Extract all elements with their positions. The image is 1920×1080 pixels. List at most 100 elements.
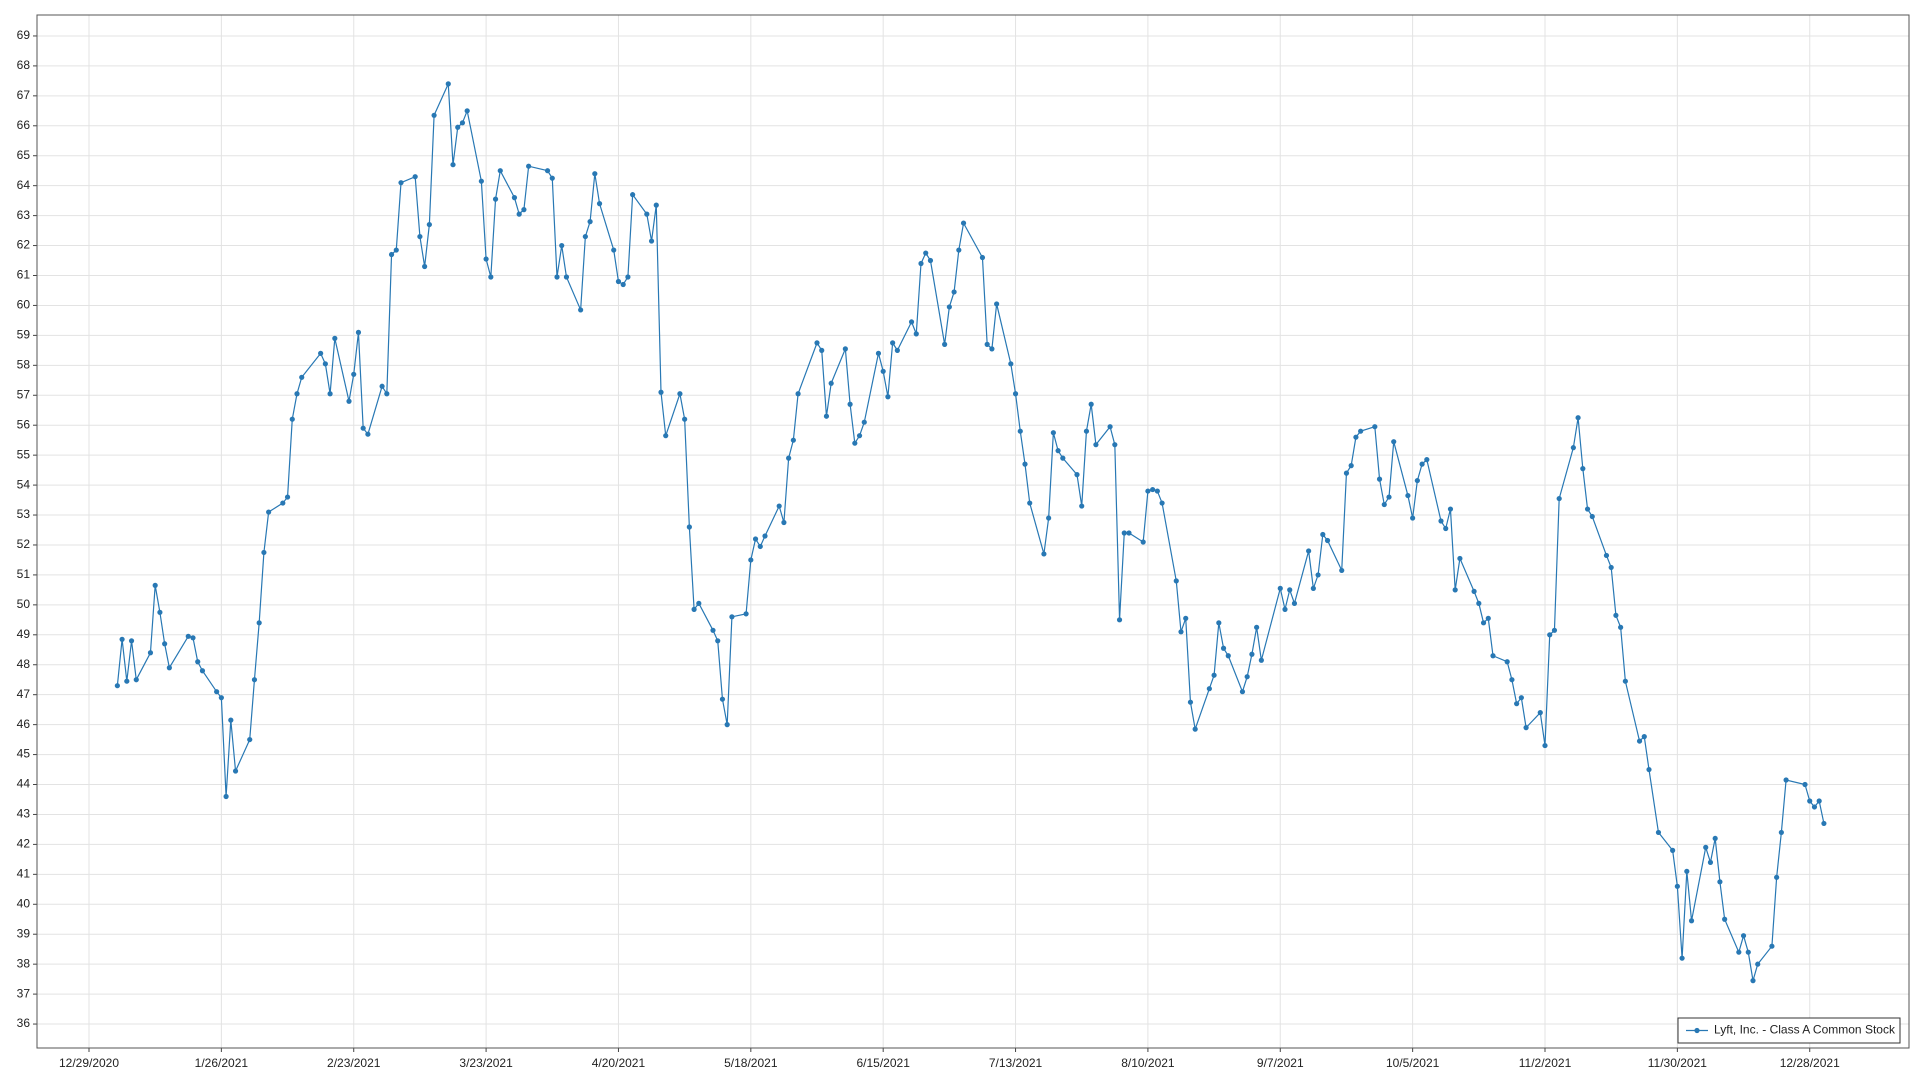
- data-point: [266, 509, 272, 515]
- data-point: [1802, 781, 1808, 788]
- data-point: [133, 677, 139, 683]
- data-point: [885, 394, 891, 400]
- data-point: [422, 263, 428, 270]
- data-point: [119, 636, 125, 642]
- data-point: [1324, 537, 1331, 544]
- data-point: [630, 192, 636, 198]
- data-point: [691, 606, 697, 612]
- data-point: [1126, 530, 1132, 536]
- y-tick-label: 51: [17, 567, 31, 581]
- data-point: [1046, 515, 1052, 521]
- data-point: [232, 768, 239, 774]
- y-tick-label: 38: [17, 956, 31, 970]
- x-tick-label: 10/5/2021: [1386, 1056, 1440, 1070]
- data-point: [1183, 615, 1189, 621]
- data-point: [1655, 829, 1662, 836]
- y-tick-label: 43: [17, 807, 31, 821]
- data-point: [327, 391, 333, 397]
- y-tick-label: 69: [17, 28, 31, 42]
- data-point: [890, 340, 896, 346]
- data-point: [918, 260, 924, 267]
- x-tick-label: 8/10/2021: [1121, 1056, 1175, 1070]
- data-point: [781, 519, 787, 526]
- data-point: [256, 620, 262, 626]
- data-point: [1083, 428, 1090, 434]
- data-point: [431, 112, 437, 118]
- data-point: [1121, 530, 1127, 536]
- data-point: [710, 627, 716, 633]
- y-tick-label: 68: [17, 58, 31, 72]
- data-point: [587, 219, 593, 225]
- data-point: [819, 347, 825, 353]
- data-point: [289, 416, 295, 422]
- data-point: [1646, 766, 1652, 773]
- data-point: [1575, 415, 1581, 421]
- data-point: [1811, 804, 1818, 810]
- data-point: [488, 274, 494, 280]
- data-point: [379, 383, 385, 389]
- data-point: [1443, 525, 1449, 532]
- data-point: [790, 437, 796, 443]
- data-point: [1140, 539, 1146, 545]
- data-point: [984, 341, 990, 347]
- data-point: [582, 233, 588, 240]
- data-point: [1282, 606, 1288, 612]
- data-point: [620, 281, 626, 288]
- data-point: [786, 455, 792, 461]
- data-point: [318, 350, 324, 356]
- data-point: [1622, 678, 1628, 684]
- data-point: [1740, 933, 1747, 939]
- data-point: [128, 638, 135, 644]
- data-point: [157, 609, 163, 615]
- data-point: [757, 543, 763, 550]
- legend-box: [1677, 1017, 1901, 1044]
- data-point: [1608, 564, 1614, 571]
- data-point: [280, 500, 286, 506]
- data-point: [1542, 742, 1548, 749]
- y-tick-label: 65: [17, 148, 31, 162]
- data-point: [979, 254, 986, 261]
- y-tick-label: 60: [17, 298, 31, 312]
- data-point: [1684, 868, 1690, 874]
- data-point: [384, 391, 390, 397]
- y-tick-label: 49: [17, 627, 31, 641]
- data-point: [1816, 798, 1822, 804]
- data-point: [951, 289, 957, 295]
- x-tick-label: 11/30/2021: [1648, 1056, 1707, 1070]
- data-point: [1145, 488, 1151, 494]
- data-point: [1159, 500, 1165, 506]
- data-point: [1206, 686, 1212, 692]
- data-point: [1476, 600, 1482, 606]
- y-tick-label: 61: [17, 268, 31, 282]
- data-point: [199, 668, 206, 674]
- data-point: [166, 665, 172, 671]
- data-point: [856, 433, 863, 439]
- data-point: [913, 331, 919, 337]
- data-point: [1376, 476, 1383, 482]
- y-tick-label: 47: [17, 687, 31, 701]
- data-point: [1008, 361, 1014, 367]
- y-tick-label: 41: [17, 867, 31, 881]
- data-point: [592, 171, 598, 177]
- data-point: [351, 371, 357, 377]
- data-point: [724, 722, 730, 728]
- data-point: [1017, 428, 1023, 434]
- data-point: [355, 329, 362, 335]
- data-point: [1027, 500, 1033, 506]
- data-point: [1339, 567, 1345, 574]
- data-point: [1613, 612, 1619, 618]
- data-point: [776, 503, 782, 509]
- data-point: [464, 108, 470, 114]
- data-point: [478, 178, 484, 184]
- x-tick-label: 12/28/2021: [1780, 1056, 1840, 1070]
- y-tick-label: 45: [17, 747, 31, 761]
- data-point: [1116, 617, 1123, 623]
- plot-border: [36, 14, 1910, 1049]
- data-point: [1547, 632, 1553, 638]
- data-point: [388, 251, 395, 258]
- data-point: [554, 274, 560, 280]
- legend-label: Lyft, Inc. - Class A Common Stock: [1714, 1023, 1896, 1037]
- data-point: [743, 611, 749, 617]
- data-point: [214, 689, 220, 695]
